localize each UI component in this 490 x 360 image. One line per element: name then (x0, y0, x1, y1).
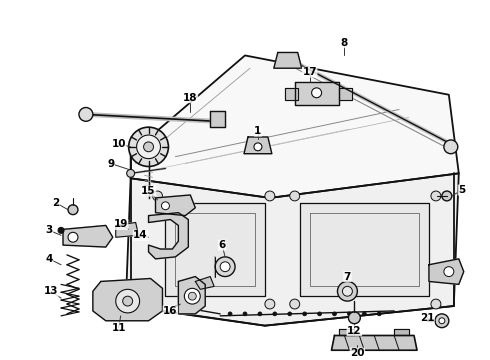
Circle shape (348, 312, 360, 324)
Polygon shape (300, 203, 429, 296)
Circle shape (58, 228, 64, 233)
Circle shape (243, 312, 247, 316)
Circle shape (258, 312, 262, 316)
Circle shape (377, 312, 381, 316)
Polygon shape (429, 259, 464, 284)
Circle shape (220, 262, 230, 272)
Polygon shape (210, 112, 225, 127)
Text: 11: 11 (111, 323, 126, 333)
Text: 7: 7 (343, 271, 351, 282)
Text: 1: 1 (254, 126, 262, 136)
Text: 12: 12 (347, 325, 362, 336)
Polygon shape (116, 222, 139, 237)
Polygon shape (166, 203, 265, 296)
Circle shape (137, 135, 161, 159)
Text: 8: 8 (341, 38, 348, 48)
Polygon shape (178, 276, 205, 314)
Text: 19: 19 (114, 220, 128, 229)
Circle shape (362, 312, 367, 316)
Text: 21: 21 (420, 313, 434, 323)
Circle shape (439, 318, 445, 324)
Circle shape (265, 299, 275, 309)
Polygon shape (63, 225, 113, 247)
Polygon shape (294, 82, 340, 104)
Circle shape (68, 232, 78, 242)
Circle shape (265, 191, 275, 201)
Circle shape (184, 288, 200, 304)
Circle shape (431, 299, 441, 309)
Polygon shape (244, 137, 272, 154)
Polygon shape (155, 195, 196, 216)
Polygon shape (332, 336, 417, 350)
Polygon shape (394, 329, 409, 336)
Text: 2: 2 (52, 198, 60, 208)
Circle shape (290, 299, 300, 309)
Circle shape (254, 143, 262, 151)
Circle shape (79, 108, 93, 121)
Circle shape (68, 205, 78, 215)
Polygon shape (131, 55, 459, 198)
Circle shape (127, 170, 135, 177)
Circle shape (122, 296, 133, 306)
Polygon shape (93, 279, 163, 321)
Circle shape (228, 312, 232, 316)
Circle shape (129, 127, 169, 166)
Circle shape (273, 312, 277, 316)
Circle shape (215, 257, 235, 276)
Polygon shape (148, 213, 188, 259)
Circle shape (444, 267, 454, 276)
Circle shape (444, 140, 458, 154)
Text: 10: 10 (111, 139, 126, 149)
Text: 17: 17 (302, 67, 317, 77)
Text: 14: 14 (133, 230, 148, 240)
Text: 6: 6 (219, 240, 226, 250)
Text: 9: 9 (107, 158, 114, 168)
Circle shape (116, 289, 140, 313)
Text: 5: 5 (458, 185, 466, 195)
Circle shape (188, 292, 196, 300)
Circle shape (442, 191, 452, 201)
Circle shape (347, 312, 351, 316)
Circle shape (152, 299, 163, 309)
Text: 16: 16 (163, 306, 178, 316)
Circle shape (152, 191, 163, 201)
Circle shape (162, 202, 170, 210)
Polygon shape (125, 174, 459, 326)
Circle shape (288, 312, 292, 316)
Polygon shape (285, 88, 298, 100)
Circle shape (338, 282, 357, 301)
Polygon shape (274, 53, 302, 68)
Text: 4: 4 (46, 254, 53, 264)
Circle shape (333, 312, 337, 316)
Circle shape (318, 312, 321, 316)
Circle shape (431, 191, 441, 201)
Circle shape (435, 314, 449, 328)
Text: 18: 18 (183, 93, 197, 103)
Polygon shape (340, 329, 354, 336)
Circle shape (312, 88, 321, 98)
Polygon shape (196, 276, 214, 289)
Text: 20: 20 (350, 348, 365, 358)
Circle shape (144, 142, 153, 152)
Polygon shape (340, 88, 352, 100)
Text: 15: 15 (141, 186, 156, 196)
Text: 3: 3 (46, 225, 53, 235)
Circle shape (343, 286, 352, 296)
Circle shape (303, 312, 307, 316)
Text: 13: 13 (44, 286, 58, 296)
Circle shape (290, 191, 300, 201)
